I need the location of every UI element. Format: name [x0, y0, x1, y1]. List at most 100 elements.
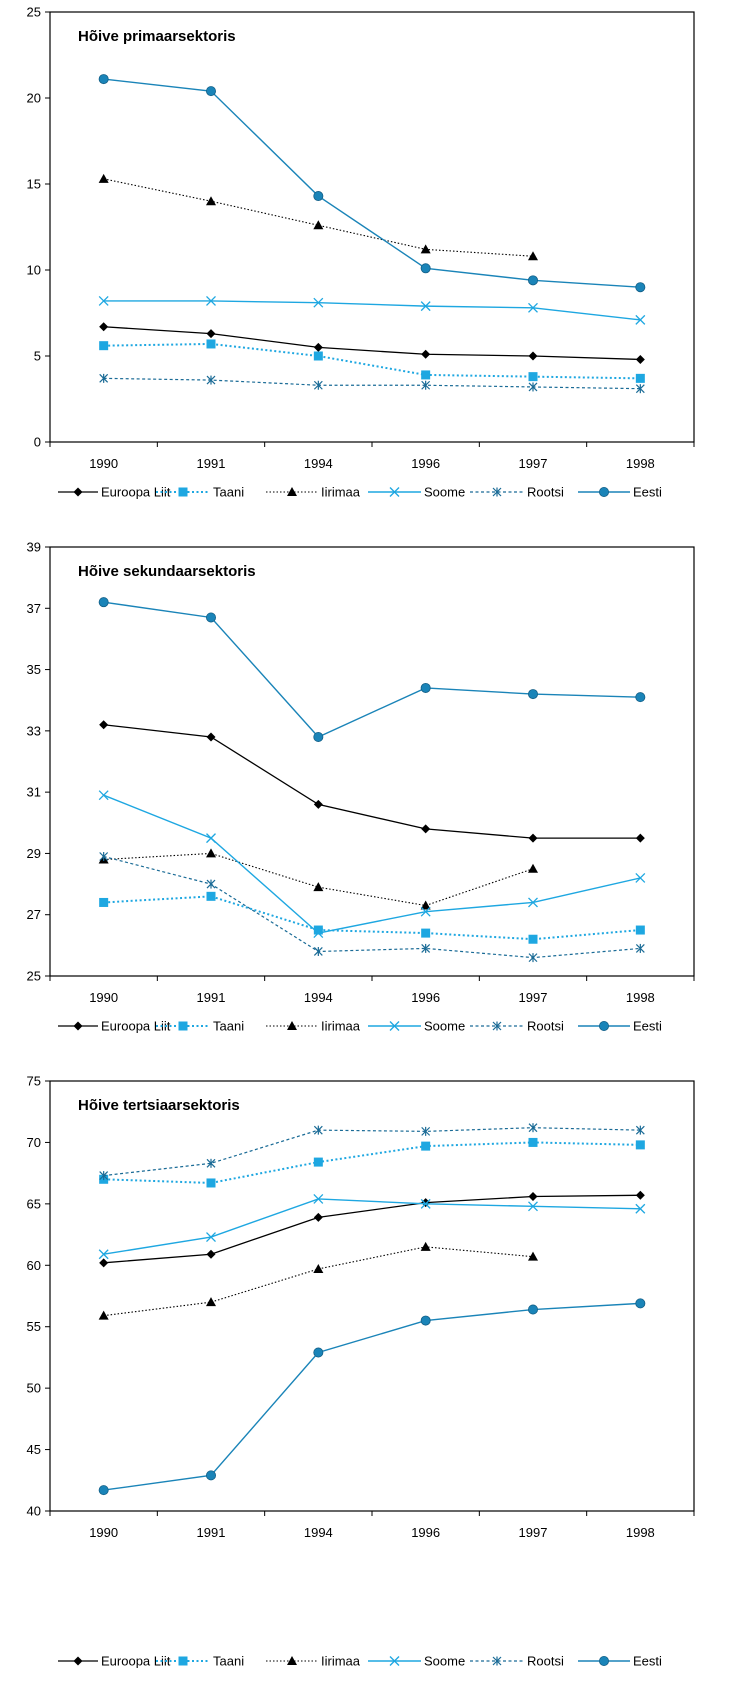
- series-line: [103, 178, 534, 257]
- data-point: [420, 1241, 431, 1251]
- series-iirimaa: [98, 1241, 538, 1320]
- data-point: [99, 851, 109, 861]
- series-rootsi: [99, 851, 645, 963]
- data-point: [313, 1193, 324, 1204]
- x-tick-label: 1997: [519, 456, 548, 471]
- data-point: [420, 244, 431, 254]
- y-tick-label: 25: [27, 969, 41, 984]
- data-point: [99, 720, 109, 730]
- data-point: [635, 872, 646, 883]
- legend-marker: [389, 1021, 400, 1031]
- y-tick-label: 75: [27, 1074, 41, 1089]
- legend-item: Taani: [156, 1654, 244, 1669]
- data-point: [635, 833, 645, 843]
- x-tick-label: 1997: [519, 990, 548, 1005]
- data-point: [98, 173, 109, 183]
- data-point: [421, 928, 431, 938]
- legend-item: Iirimaa: [266, 1019, 361, 1034]
- data-point: [206, 732, 216, 742]
- legend-item: Euroopa Liit: [58, 1654, 171, 1669]
- legend-label: Eesti: [633, 1019, 662, 1034]
- data-point: [98, 74, 109, 85]
- legend-label: Rootsi: [527, 1654, 564, 1669]
- x-tick-label: 1990: [89, 456, 118, 471]
- data-point: [421, 1126, 431, 1136]
- x-tick-label: 1996: [411, 990, 440, 1005]
- legend-item: Iirimaa: [266, 1654, 361, 1669]
- legend-item: Euroopa Liit: [58, 1019, 171, 1034]
- data-point: [313, 946, 323, 956]
- x-tick-label: 1994: [304, 456, 333, 471]
- series-line: [103, 1141, 641, 1184]
- legend-label: Rootsi: [527, 1019, 564, 1034]
- data-point: [528, 953, 538, 963]
- x-tick-label: 1996: [411, 456, 440, 471]
- data-point: [421, 943, 431, 953]
- data-point: [206, 879, 216, 889]
- data-point: [420, 263, 431, 274]
- data-point: [420, 1315, 431, 1326]
- legend-marker: [599, 486, 610, 497]
- data-point: [313, 380, 323, 390]
- series-line: [103, 1194, 641, 1264]
- data-point: [420, 906, 431, 917]
- chart-title: Hõive primaarsektoris: [78, 28, 236, 45]
- data-point: [206, 1249, 216, 1259]
- data-point: [313, 925, 323, 935]
- data-point: [313, 928, 324, 939]
- legend: Euroopa Liit Taani Iirimaa Soome Rootsi Eesti: [58, 485, 662, 500]
- legend-marker: [599, 1021, 610, 1032]
- data-point: [205, 86, 216, 97]
- chart-panel-3: 40 45 50 55 60 65 70 75 1990 1991 1994 1996 1997 1998…: [27, 1074, 695, 1669]
- series-line: [103, 895, 641, 941]
- chart-panel-2: 25 27 29 31 33 35 37 39 1990 1991 1994 1996 1997 1998…: [27, 540, 695, 1034]
- legend-label: Iirimaa: [321, 485, 361, 500]
- data-point: [528, 934, 538, 944]
- data-point: [635, 282, 646, 293]
- plot-frame: [49, 1080, 695, 1512]
- series-rootsi: [99, 1123, 645, 1181]
- y-tick-label: 45: [27, 1442, 41, 1457]
- series-euroopa-liit: [99, 1190, 645, 1268]
- data-point: [206, 296, 216, 306]
- series-line: [103, 342, 641, 380]
- series-line: [103, 794, 641, 934]
- legend-marker: [389, 1656, 400, 1666]
- x-tick-label: 1998: [626, 456, 655, 471]
- plot-frame: [49, 546, 695, 977]
- data-point: [635, 692, 646, 703]
- data-point: [528, 689, 539, 700]
- series-line: [103, 326, 641, 361]
- legend-marker: [599, 1656, 610, 1667]
- legend-marker: [287, 1656, 297, 1665]
- data-point: [528, 251, 538, 261]
- y-tick-label: 39: [27, 540, 41, 555]
- legend-label: Soome: [424, 1019, 465, 1034]
- y-tick-label: 27: [27, 907, 41, 922]
- data-point: [635, 1203, 646, 1214]
- data-point: [528, 1201, 538, 1212]
- data-point: [313, 731, 324, 742]
- data-point: [420, 900, 431, 910]
- y-tick-label: 29: [27, 846, 41, 861]
- data-point: [528, 275, 539, 286]
- data-point: [421, 380, 431, 390]
- chart-panel-1: 0 5 10 15 20 25 1990 1991 1994 1996 1997 1998 Hõive …: [27, 5, 695, 500]
- x-tick-label: 1994: [304, 1525, 333, 1540]
- data-point: [420, 301, 431, 312]
- data-point: [206, 339, 216, 349]
- x-tick-label: 1997: [519, 1525, 548, 1540]
- data-point: [99, 322, 109, 332]
- legend-marker: [492, 1656, 502, 1666]
- legend-marker: [178, 1021, 188, 1031]
- data-point: [528, 1191, 538, 1201]
- data-point: [313, 1125, 323, 1135]
- legend-marker: [389, 487, 400, 497]
- data-point: [206, 833, 216, 844]
- data-point: [421, 349, 431, 359]
- data-point: [528, 351, 538, 361]
- series-taani: [99, 891, 645, 944]
- legend-marker: [287, 1021, 297, 1030]
- data-point: [313, 1157, 323, 1167]
